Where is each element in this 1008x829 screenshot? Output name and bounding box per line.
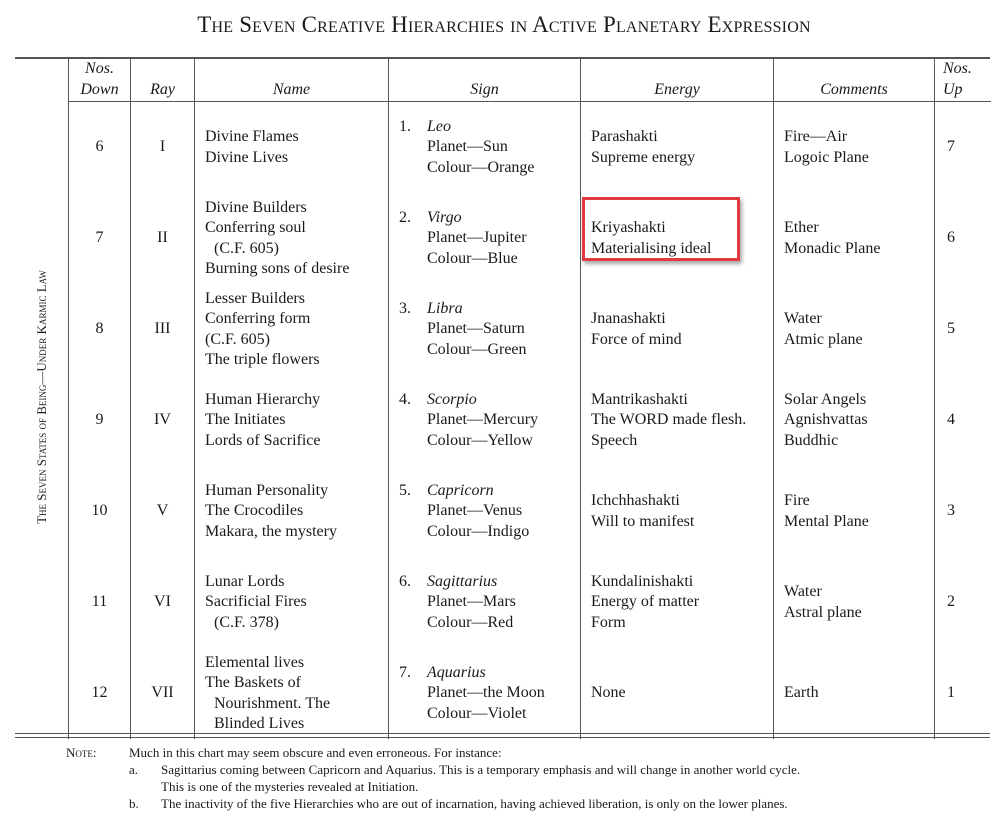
energy-cell: None — [580, 648, 774, 739]
side-label: The Seven States of Being—Under Karmic L… — [33, 270, 49, 524]
ray: IV — [130, 375, 195, 466]
nos-up: 3 — [934, 466, 991, 557]
sign-cell: 1. Leo Planet—Sun Colour—Orange — [388, 101, 581, 193]
energy-cell: Jnanashakti Force of mind — [580, 284, 774, 375]
header-ray: Ray — [130, 59, 195, 102]
bottom-rule — [15, 733, 990, 738]
sign-cell: 4. Scorpio Planet—Mercury Colour—Yellow — [388, 375, 581, 466]
highlight-box — [582, 197, 740, 261]
comments-cell: Fire—Air Logoic Plane — [773, 101, 935, 193]
name-cell: Human Hierarchy The Initiates Lords of Sac… — [194, 375, 389, 466]
notes: Note: Much in this chart may seem obscur… — [66, 745, 801, 811]
sign-cell: 2. Virgo Planet—Jupiter Colour—Blue — [388, 193, 581, 284]
header-comments: Comments — [773, 59, 935, 102]
nos-down: 10 — [68, 466, 131, 557]
table-row: 9 IV Human Hierarchy The Initiates Lords of … — [68, 375, 991, 466]
note-b: b. The inactivity of the five Hierarchies… — [129, 796, 788, 811]
energy-cell: Kundalinishakti Energy of matter Form — [580, 557, 774, 648]
header-energy: Energy — [580, 59, 774, 102]
comments-cell: Fire Mental Plane — [773, 466, 935, 557]
table-row: 11 VI Lunar Lords Sacrificial Fires (C.F. 37… — [68, 557, 991, 648]
comments-cell: Ether Monadic Plane — [773, 193, 935, 284]
comments-cell: Solar Angels Agnishvattas Buddhic — [773, 375, 935, 466]
header-sign: Sign — [388, 59, 581, 102]
nos-up: 1 — [934, 648, 991, 739]
table-row: 12 VII Elemental lives The Baskets of Nouris… — [68, 648, 991, 739]
name-cell: Divine Builders Conferring soul (C.F. 605)… — [194, 193, 389, 284]
ray: V — [130, 466, 195, 557]
nos-down: 9 — [68, 375, 131, 466]
nos-up: 4 — [934, 375, 991, 466]
energy-cell: Parashakti Supreme energy — [580, 101, 774, 193]
nos-up: 7 — [934, 101, 991, 193]
name-cell: Elemental lives The Baskets of Nourishment… — [194, 648, 389, 739]
name-cell: Divine Flames Divine Lives — [194, 101, 389, 193]
name-cell: Lunar Lords Sacrificial Fires (C.F. 378) — [194, 557, 389, 648]
table-row: 6 I Divine Flames Divine Lives 1. Leo Planet—S… — [68, 101, 991, 193]
ray: VII — [130, 648, 195, 739]
hierarchies-table: Nos. Down Ray Name Sign Energy Comments N… — [68, 59, 991, 739]
table-row: 7 II Divine Builders Conferring soul (C.F. 6… — [68, 193, 991, 284]
energy-cell: Ichchhashakti Will to manifest — [580, 466, 774, 557]
table-row: 8 III Lesser Builders Conferring form (C.F. … — [68, 284, 991, 375]
ray: VI — [130, 557, 195, 648]
sign-cell: 7. Aquarius Planet—the Moon Colour—Violet — [388, 648, 581, 739]
energy-cell: Mantrikashakti The WORD made flesh. Speech — [580, 375, 774, 466]
header-nos-down: Nos. Down — [68, 59, 131, 102]
note-a: a. Sagittarius coming between Capricorn a… — [129, 762, 801, 794]
ray: I — [130, 101, 195, 193]
header-name: Name — [194, 59, 389, 102]
name-cell: Lesser Builders Conferring form (C.F. 605)… — [194, 284, 389, 375]
comments-cell: Earth — [773, 648, 935, 739]
nos-up: 2 — [934, 557, 991, 648]
nos-down: 7 — [68, 193, 131, 284]
nos-up: 6 — [934, 193, 991, 284]
ray: II — [130, 193, 195, 284]
sign-cell: 5. Capricorn Planet—Venus Colour—Indigo — [388, 466, 581, 557]
nos-up: 5 — [934, 284, 991, 375]
nos-down: 8 — [68, 284, 131, 375]
sign-cell: 3. Libra Planet—Saturn Colour—Green — [388, 284, 581, 375]
energy-cell: Kriyashakti Materialising ideal — [580, 193, 774, 284]
page-title: The Seven Creative Hierarchies in Active… — [197, 12, 811, 37]
table-frame — [15, 57, 990, 737]
sign-cell: 6. Sagittarius Planet—Mars Colour—Red — [388, 557, 581, 648]
nos-down: 11 — [68, 557, 131, 648]
name-cell: Human Personality The Crocodiles Makara, t… — [194, 466, 389, 557]
comments-cell: Water Astral plane — [773, 557, 935, 648]
table-row: 10 V Human Personality The Crocodiles Makara… — [68, 466, 991, 557]
nos-down: 6 — [68, 101, 131, 193]
header-nos-up: Nos. Up — [934, 59, 991, 102]
ray: III — [130, 284, 195, 375]
comments-cell: Water Atmic plane — [773, 284, 935, 375]
nos-down: 12 — [68, 648, 131, 739]
